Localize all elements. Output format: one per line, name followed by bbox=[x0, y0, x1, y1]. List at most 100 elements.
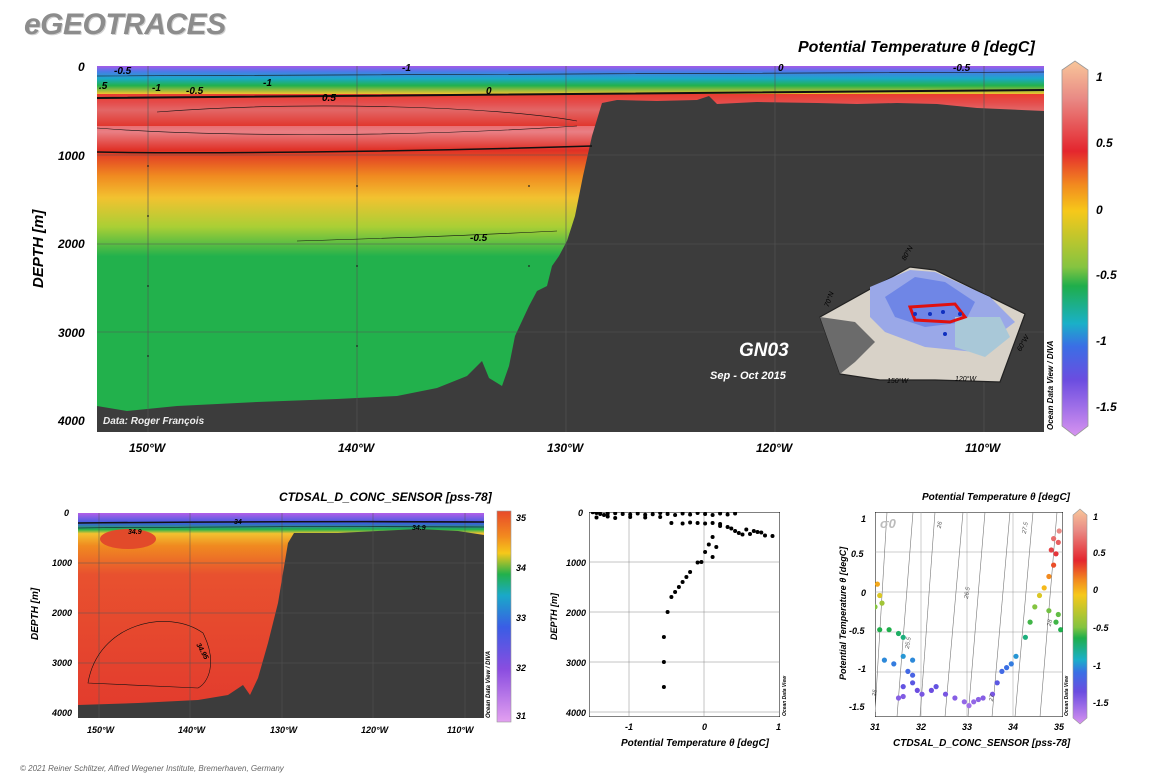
main-x-tick: 150°W bbox=[129, 441, 166, 455]
profile-point bbox=[725, 525, 730, 529]
odv-label: Ocean Data View bbox=[782, 675, 788, 716]
ts-point bbox=[881, 657, 887, 663]
main-contour-label: -0.5 bbox=[114, 66, 132, 77]
profile-y-tick: 4000 bbox=[566, 708, 587, 718]
ts-y-tick: 1 bbox=[861, 514, 867, 524]
section-name: GN03 bbox=[739, 340, 789, 361]
main-y-axis-label: DEPTH [m] bbox=[30, 209, 47, 288]
profile-point bbox=[703, 512, 708, 516]
main-x-tick: 120°W bbox=[756, 441, 793, 455]
profile-point bbox=[744, 527, 749, 532]
profile-point bbox=[706, 542, 711, 547]
profile-point bbox=[605, 514, 610, 519]
profile-point bbox=[748, 532, 752, 536]
profile-point bbox=[676, 585, 681, 589]
profile-point bbox=[688, 520, 693, 525]
profile-y-tick: 1000 bbox=[566, 558, 587, 568]
profile-point bbox=[673, 513, 678, 517]
ts-point bbox=[875, 581, 880, 587]
main-contour-label: -0.5 bbox=[470, 233, 488, 244]
profile-point bbox=[650, 512, 655, 517]
ts-point bbox=[928, 687, 934, 693]
salinity-y-tick: 4000 bbox=[52, 708, 73, 718]
ts-point bbox=[1046, 608, 1052, 614]
profile-point bbox=[740, 532, 745, 537]
ts-y-tick: -1 bbox=[858, 664, 867, 674]
ts-x-tick: 35 bbox=[1054, 722, 1065, 732]
profile-point bbox=[759, 530, 764, 535]
profile-point bbox=[680, 512, 685, 516]
ts-colorbar-tick: -0.5 bbox=[1093, 623, 1109, 633]
salinity-y-tick: 0 bbox=[64, 508, 70, 518]
main-contour-label: -0.5 bbox=[953, 63, 971, 74]
main-colorbar bbox=[1061, 60, 1089, 437]
ts-point bbox=[910, 657, 916, 663]
ts-point bbox=[895, 695, 902, 701]
profile-point bbox=[669, 521, 674, 525]
ts-y-tick: -0.5 bbox=[849, 626, 865, 636]
main-contour-label: 0.5 bbox=[322, 93, 336, 104]
salinity-contour-label: 34.9 bbox=[128, 529, 142, 536]
main-plot-title: Potential Temperature θ [degC] bbox=[798, 39, 1035, 56]
salinity-y-tick: 1000 bbox=[52, 558, 73, 568]
ts-point bbox=[1032, 604, 1038, 610]
main-x-tick: 110°W bbox=[965, 441, 1001, 455]
ts-point bbox=[1013, 653, 1019, 659]
profile-point bbox=[590, 512, 595, 515]
ts-point bbox=[900, 653, 906, 659]
ts-colorbar-tick: 0.5 bbox=[1093, 548, 1106, 558]
ts-colorbar-tick: -1 bbox=[1093, 661, 1102, 671]
ts-x-tick: 33 bbox=[962, 722, 973, 732]
ts-diagram-plot bbox=[875, 512, 1063, 717]
ts-point bbox=[1022, 634, 1028, 640]
main-colorbar-tick: -0.5 bbox=[1096, 268, 1117, 282]
main-contour-label: -1 bbox=[263, 78, 272, 89]
profile-y-tick: 0 bbox=[578, 508, 584, 518]
profile-point bbox=[718, 512, 723, 516]
main-contour-label: -0.5 bbox=[186, 86, 204, 97]
salinity-y-axis-label: DEPTH [m] bbox=[30, 587, 41, 640]
ts-plot-title: Potential Temperature θ [degC] bbox=[922, 492, 1071, 503]
data-credit: Data: Roger François bbox=[103, 416, 205, 427]
ts-point bbox=[919, 691, 925, 697]
profile-point bbox=[598, 512, 603, 516]
salinity-colorbar bbox=[496, 510, 512, 723]
profile-point bbox=[755, 530, 760, 534]
profile-point bbox=[635, 512, 640, 516]
salinity-contour-label: 34.9 bbox=[412, 525, 426, 532]
inset-map-label: 120°W bbox=[955, 376, 977, 383]
main-colorbar-tick: -1 bbox=[1096, 334, 1107, 348]
main-contour-label: -1 bbox=[402, 63, 411, 74]
ts-point bbox=[999, 668, 1005, 674]
ts-point bbox=[1055, 539, 1061, 545]
salinity-contour-label: 34 bbox=[234, 519, 242, 526]
sigma-label: σ0 bbox=[880, 516, 896, 531]
ts-point bbox=[910, 680, 916, 686]
profile-point bbox=[673, 590, 678, 594]
profile-y-tick: 2000 bbox=[566, 608, 587, 618]
profile-point bbox=[714, 545, 719, 549]
ts-x-tick: 32 bbox=[916, 722, 927, 732]
ts-point bbox=[942, 691, 949, 697]
profile-y-axis-label: DEPTH [m] bbox=[549, 593, 559, 640]
ts-point bbox=[971, 699, 977, 705]
ts-point bbox=[961, 699, 967, 705]
profile-point bbox=[661, 635, 666, 639]
ts-point bbox=[1041, 585, 1047, 591]
main-y-tick: 1000 bbox=[58, 149, 85, 163]
copyright-notice: © 2021 Reiner Schlitzer, Alfred Wegener … bbox=[20, 764, 284, 773]
ts-point bbox=[900, 693, 906, 700]
profile-point bbox=[628, 515, 633, 519]
salinity-x-tick: 120°W bbox=[361, 725, 389, 735]
profile-point bbox=[710, 535, 715, 539]
profile-point bbox=[699, 560, 704, 564]
ts-x-tick: 34 bbox=[1008, 722, 1019, 732]
ts-point bbox=[900, 634, 906, 640]
main-y-tick: 4000 bbox=[58, 414, 85, 428]
profile-point bbox=[620, 512, 625, 516]
ts-point bbox=[1051, 536, 1057, 542]
main-contour-label: .5 bbox=[99, 81, 108, 92]
profile-point bbox=[594, 515, 599, 520]
profile-point bbox=[643, 515, 648, 520]
main-section-plot bbox=[97, 66, 1044, 432]
